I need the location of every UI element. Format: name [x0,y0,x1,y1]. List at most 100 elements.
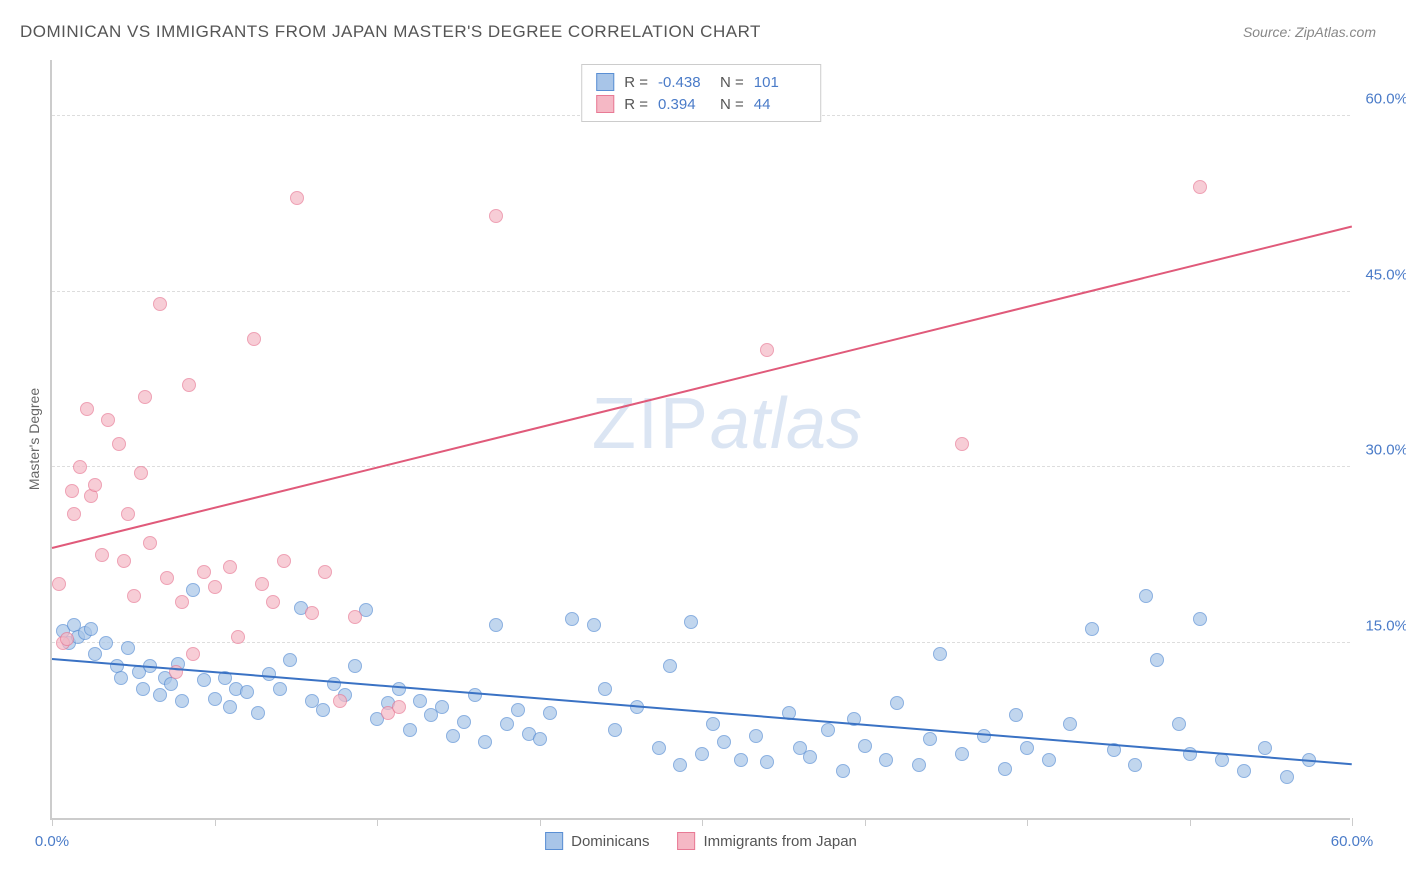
scatter-point [101,413,115,427]
y-tick-label: 60.0% [1365,91,1406,108]
scatter-point [478,735,492,749]
x-tick [540,818,541,826]
scatter-point [138,390,152,404]
scatter-point [998,762,1012,776]
legend-label: Immigrants from Japan [703,833,856,850]
scatter-point [231,630,245,644]
stat-n-label: N = [720,74,744,91]
scatter-point [333,694,347,708]
x-tick [702,818,703,826]
scatter-point [95,548,109,562]
stat-r-label: R = [624,74,648,91]
scatter-point [1258,741,1272,755]
scatter-point [684,615,698,629]
scatter-point [208,692,222,706]
scatter-point [99,636,113,650]
x-tick [52,818,53,826]
scatter-point [511,703,525,717]
scatter-point [153,688,167,702]
scatter-point [673,758,687,772]
stat-n-value: 101 [754,74,806,91]
scatter-point [84,622,98,636]
scatter-point [112,437,126,451]
scatter-point [652,741,666,755]
scatter-point [223,560,237,574]
scatter-point [175,694,189,708]
scatter-point [500,717,514,731]
watermark-atlas: atlas [710,384,862,464]
scatter-point [1128,758,1142,772]
scatter-point [348,610,362,624]
scatter-point [435,700,449,714]
scatter-point [977,729,991,743]
legend-item: Immigrants from Japan [677,832,856,850]
scatter-point [890,696,904,710]
scatter-point [803,750,817,764]
y-tick-label: 30.0% [1365,442,1406,459]
scatter-point [88,647,102,661]
x-tick [377,818,378,826]
scatter-point [821,723,835,737]
scatter-point [208,580,222,594]
scatter-point [749,729,763,743]
scatter-point [695,747,709,761]
scatter-point [240,685,254,699]
scatter-point [663,659,677,673]
scatter-point [266,595,280,609]
scatter-point [489,618,503,632]
scatter-point [457,715,471,729]
scatter-point [392,682,406,696]
scatter-point [114,671,128,685]
gridline [52,466,1350,467]
scatter-point [706,717,720,731]
stat-n-value: 44 [754,96,806,113]
chart-title: DOMINICAN VS IMMIGRANTS FROM JAPAN MASTE… [20,22,761,42]
legend-item: Dominicans [545,832,649,850]
scatter-point [318,565,332,579]
swatch-series2 [596,95,614,113]
scatter-point [598,682,612,696]
scatter-point [67,507,81,521]
scatter-point [251,706,265,720]
plot-area: Master's Degree ZIPatlas 15.0%30.0%45.0%… [50,60,1350,820]
scatter-point [858,739,872,753]
x-tick [1352,818,1353,826]
x-tick [865,818,866,826]
scatter-point [175,595,189,609]
scatter-point [413,694,427,708]
legend-label: Dominicans [571,833,649,850]
scatter-point [446,729,460,743]
trendline [52,226,1352,549]
gridline [52,291,1350,292]
stats-row: R = 0.394 N = 44 [596,93,806,115]
scatter-point [734,753,748,767]
scatter-point [153,297,167,311]
scatter-point [121,507,135,521]
scatter-point [197,673,211,687]
stats-legend: R = -0.438 N = 101 R = 0.394 N = 44 [581,64,821,122]
scatter-point [955,747,969,761]
scatter-point [127,589,141,603]
scatter-point [52,577,66,591]
scatter-point [186,583,200,597]
swatch-series1 [545,832,563,850]
scatter-point [468,688,482,702]
x-tick-label: 0.0% [35,833,69,850]
scatter-point [1139,589,1153,603]
x-tick [1027,818,1028,826]
y-tick-label: 45.0% [1365,266,1406,283]
scatter-point [60,632,74,646]
scatter-point [836,764,850,778]
scatter-point [348,659,362,673]
scatter-point [305,606,319,620]
bottom-legend: Dominicans Immigrants from Japan [545,832,857,850]
scatter-point [1280,770,1294,784]
scatter-point [565,612,579,626]
scatter-point [290,191,304,205]
scatter-point [327,677,341,691]
stat-r-value: 0.394 [658,96,710,113]
stat-n-label: N = [720,96,744,113]
swatch-series1 [596,73,614,91]
scatter-point [136,682,150,696]
scatter-point [1063,717,1077,731]
